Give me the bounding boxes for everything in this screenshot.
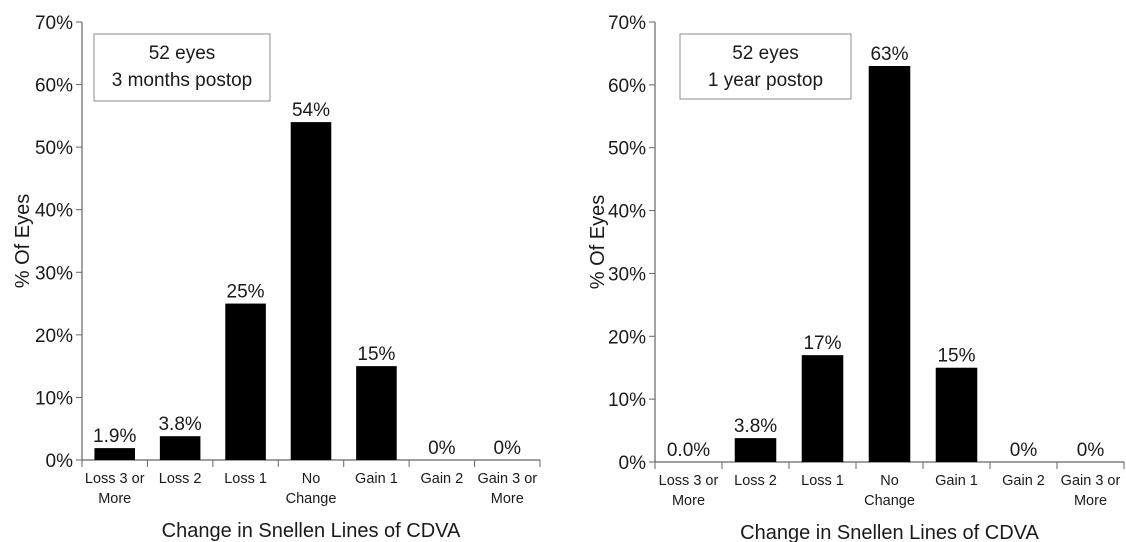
data-label: 15% bbox=[357, 344, 395, 365]
y-tick-label: 60% bbox=[608, 76, 646, 97]
data-label: 0% bbox=[428, 438, 456, 459]
y-tick-label: 30% bbox=[35, 263, 73, 284]
x-tick-label: Gain 1 bbox=[355, 471, 398, 487]
data-label: 25% bbox=[227, 282, 265, 303]
y-axis-title: % Of Eyes bbox=[12, 194, 34, 288]
x-tick-label: Gain 1 bbox=[935, 473, 978, 489]
bar bbox=[868, 66, 911, 462]
x-tick-label: No bbox=[880, 473, 899, 489]
y-tick-label: 70% bbox=[608, 13, 646, 34]
chart-panel-2: 0% 10% 20% 30% 40% 50% 60% 70% 0.0% Loss 3 or More… bbox=[587, 13, 1125, 542]
bar bbox=[935, 367, 978, 462]
data-label: 3.8% bbox=[158, 414, 201, 435]
data-label: 63% bbox=[870, 44, 908, 65]
data-label: 0% bbox=[1010, 440, 1038, 461]
x-tick-label: More bbox=[98, 491, 131, 507]
annotation-text: 1 year postop bbox=[708, 70, 823, 91]
y-tick-label: 10% bbox=[608, 390, 646, 411]
y-tick-label: 70% bbox=[35, 13, 73, 34]
x-tick-label: Loss 2 bbox=[734, 473, 777, 489]
y-tick-label: 40% bbox=[608, 202, 646, 223]
annotation-text: 3 months postop bbox=[112, 70, 252, 91]
x-tick-label: Loss 3 or bbox=[659, 473, 719, 489]
annotation-text: 52 eyes bbox=[732, 43, 799, 64]
bar bbox=[801, 355, 844, 462]
data-label: 15% bbox=[937, 346, 975, 367]
annotation-box bbox=[679, 33, 852, 100]
bar bbox=[356, 366, 397, 460]
x-tick-label: Change bbox=[286, 491, 337, 507]
y-axis-title: % Of Eyes bbox=[587, 195, 609, 289]
bar bbox=[159, 436, 201, 460]
x-tick-label: Gain 3 or bbox=[477, 471, 537, 487]
y-tick-label: 20% bbox=[35, 326, 73, 347]
annotation-box bbox=[93, 33, 271, 102]
bar bbox=[734, 438, 777, 462]
x-axis-title: Change in Snellen Lines of CDVA bbox=[740, 522, 1039, 542]
annotation-text: 52 eyes bbox=[149, 43, 216, 64]
y-tick-label: 0% bbox=[619, 453, 647, 474]
bar bbox=[290, 122, 332, 460]
data-label: 0% bbox=[494, 438, 522, 459]
data-label: 54% bbox=[292, 100, 330, 121]
y-tick-label: 30% bbox=[608, 264, 646, 285]
chart-panel-1: 0% 10% 20% 30% 40% 50% 60% 70% 1.9% Loss 3 or More… bbox=[12, 13, 541, 542]
x-tick-label: More bbox=[1074, 493, 1107, 509]
y-tick-label: 60% bbox=[35, 76, 73, 97]
y-tick-label: 50% bbox=[35, 138, 73, 159]
x-tick-label: Loss 2 bbox=[159, 471, 202, 487]
data-label: 0% bbox=[1077, 440, 1105, 461]
x-tick-label: Gain 3 or bbox=[1061, 473, 1121, 489]
x-tick-label: More bbox=[672, 493, 705, 509]
x-tick-label: No bbox=[302, 471, 321, 487]
x-tick-label: More bbox=[491, 491, 524, 507]
bar bbox=[225, 303, 266, 460]
x-tick-label: Gain 2 bbox=[420, 471, 463, 487]
y-tick-label: 50% bbox=[608, 139, 646, 160]
y-tick-label: 10% bbox=[35, 388, 73, 409]
data-label: 0.0% bbox=[667, 440, 710, 461]
y-tick-label: 40% bbox=[35, 201, 73, 222]
x-axis-title: Change in Snellen Lines of CDVA bbox=[162, 520, 461, 542]
data-label: 17% bbox=[803, 333, 841, 354]
y-tick-label: 20% bbox=[608, 327, 646, 348]
bar bbox=[94, 448, 135, 460]
x-tick-label: Loss 3 or bbox=[85, 471, 145, 487]
x-tick-label: Loss 1 bbox=[801, 473, 844, 489]
data-label: 3.8% bbox=[734, 416, 777, 437]
x-tick-label: Gain 2 bbox=[1002, 473, 1045, 489]
x-tick-label: Change bbox=[864, 493, 915, 509]
x-tick-label: Loss 1 bbox=[224, 471, 267, 487]
data-label: 1.9% bbox=[93, 426, 136, 447]
y-tick-label: 0% bbox=[46, 451, 74, 472]
